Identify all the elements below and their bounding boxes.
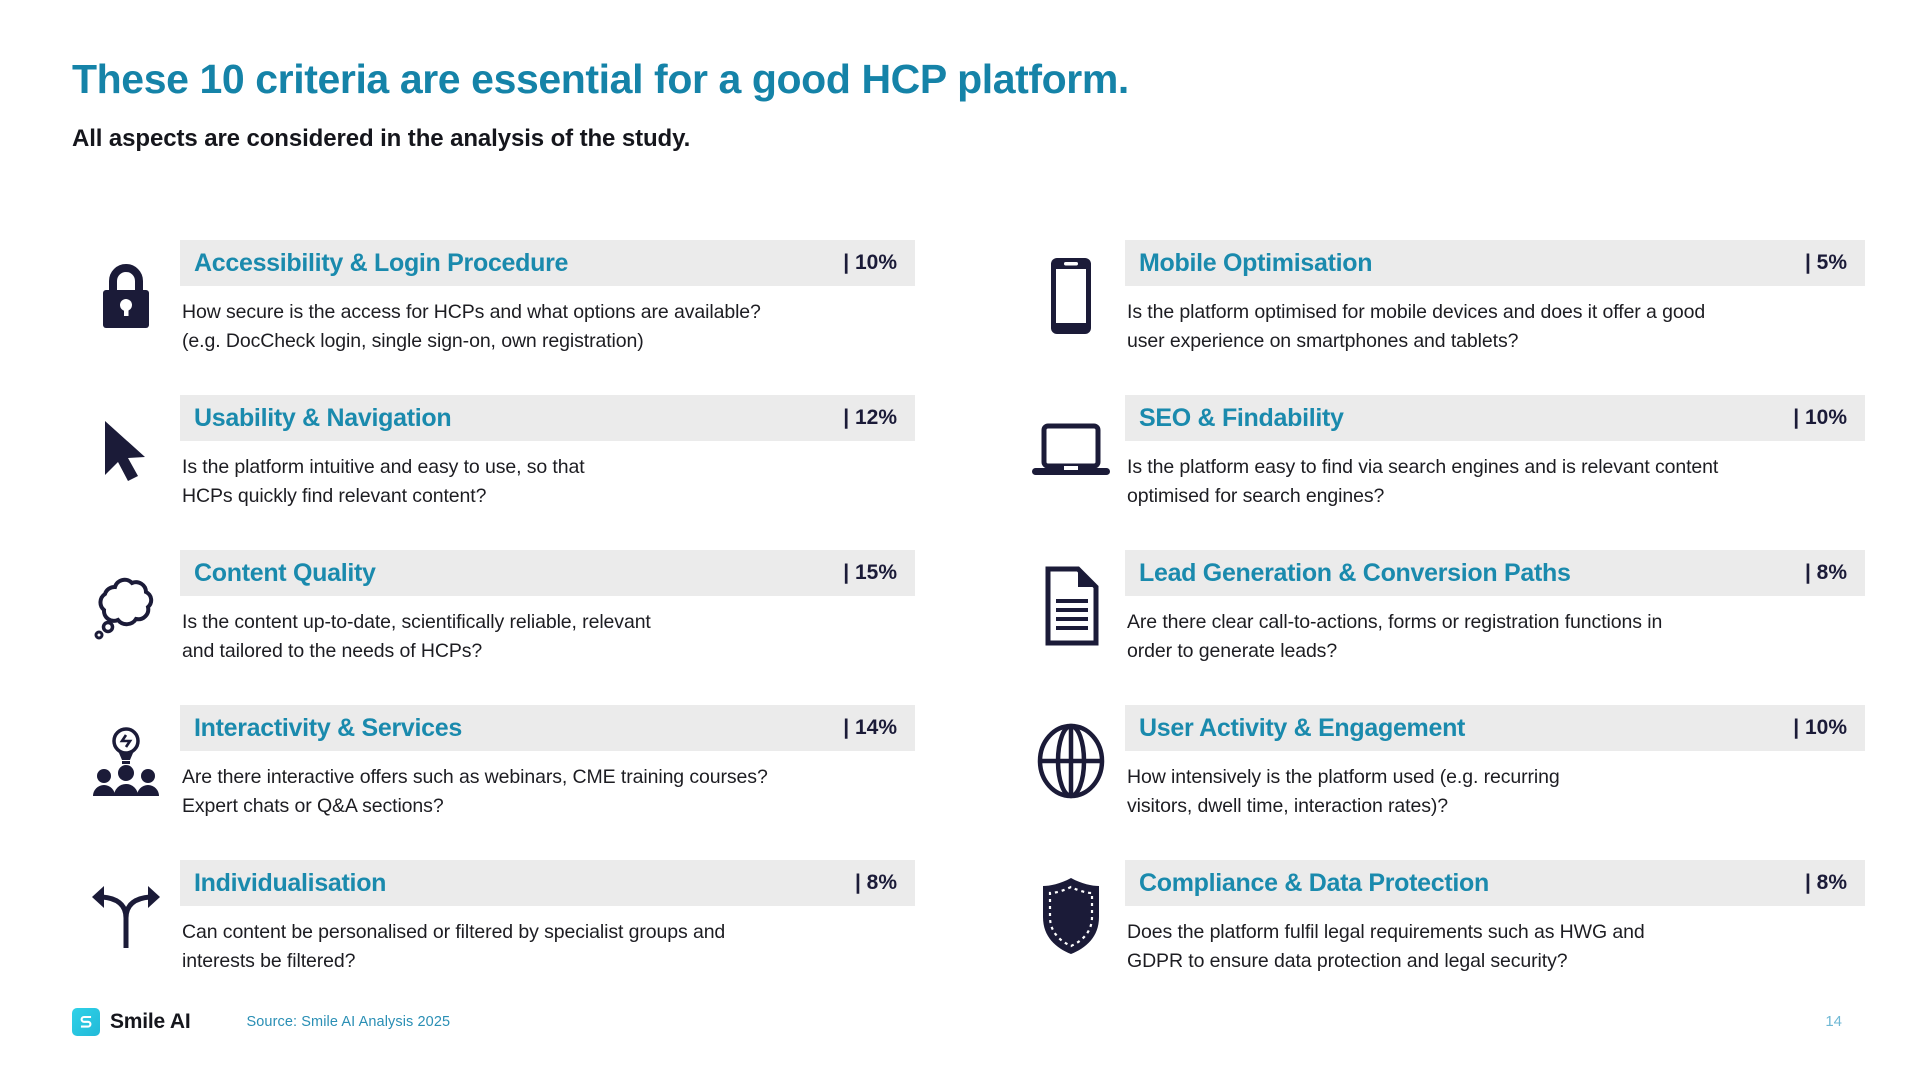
source-note: Source: Smile AI Analysis 2025	[246, 1014, 451, 1030]
cursor-arrow-icon	[72, 393, 180, 501]
page-subtitle: All aspects are considered in the analys…	[72, 125, 691, 153]
criterion-header-band: Compliance & Data Protection | 8%	[1125, 860, 1865, 906]
criterion-item: Individualisation | 8% Can content be pe…	[72, 858, 917, 1013]
criterion-body: Individualisation | 8% Can content be pe…	[180, 858, 917, 977]
criterion-header-band: Mobile Optimisation | 5%	[1125, 240, 1865, 286]
criterion-item: User Activity & Engagement | 10% How int…	[1017, 703, 1865, 858]
criterion-body: Mobile Optimisation | 5% Is the platform…	[1125, 238, 1865, 357]
branching-arrows-icon	[72, 858, 180, 966]
criterion-title: Individualisation	[194, 868, 387, 897]
criterion-description: How intensively is the platform used (e.…	[1127, 766, 1560, 818]
criterion-item: Lead Generation & Conversion Paths | 8% …	[1017, 548, 1865, 703]
criterion-weight: | 10%	[1793, 716, 1847, 739]
slide-footer: Smile AI Source: Smile AI Analysis 2025	[72, 1008, 450, 1036]
brand-logo: Smile AI	[72, 1008, 191, 1036]
lightbulb-people-icon	[72, 703, 180, 811]
criterion-header-band: Content Quality | 15%	[180, 550, 915, 596]
criterion-weight: | 8%	[1804, 561, 1847, 584]
criterion-description: Can content be personalised or filtered …	[182, 921, 726, 973]
page-title: These 10 criteria are essential for a go…	[72, 56, 1129, 102]
criterion-title: User Activity & Engagement	[1139, 713, 1466, 742]
criterion-weight: | 10%	[843, 251, 897, 274]
criterion-description: Does the platform fulfil legal requireme…	[1127, 921, 1645, 973]
criterion-title: SEO & Findability	[1139, 403, 1344, 432]
shield-icon	[1017, 858, 1125, 966]
criterion-title: Accessibility & Login Procedure	[194, 248, 569, 277]
criterion-weight: | 5%	[1804, 251, 1847, 274]
criterion-description: Is the platform easy to find via search …	[1127, 456, 1719, 508]
criterion-description: Are there clear call-to-actions, forms o…	[1127, 611, 1663, 663]
criterion-weight: | 10%	[1793, 406, 1847, 429]
criterion-item: Usability & Navigation | 12% Is the plat…	[72, 393, 917, 548]
criterion-header-band: Usability & Navigation | 12%	[180, 395, 915, 441]
thought-bubble-icon	[72, 548, 180, 656]
criterion-body: Lead Generation & Conversion Paths | 8% …	[1125, 548, 1865, 667]
criterion-title: Content Quality	[194, 558, 376, 587]
criterion-description: Is the platform optimised for mobile dev…	[1127, 301, 1706, 353]
criterion-weight: | 12%	[843, 406, 897, 429]
laptop-icon	[1017, 393, 1125, 501]
criterion-body: Usability & Navigation | 12% Is the plat…	[180, 393, 917, 512]
criterion-weight: | 14%	[843, 716, 897, 739]
criteria-column-right: Mobile Optimisation | 5% Is the platform…	[1017, 238, 1865, 1013]
brand-name: Smile AI	[110, 1010, 191, 1033]
page-number: 14	[1825, 1013, 1842, 1030]
criterion-description: How secure is the access for HCPs and wh…	[182, 301, 761, 353]
slide-header: These 10 criteria are essential for a go…	[72, 56, 1832, 153]
criterion-header-band: Individualisation | 8%	[180, 860, 915, 906]
criterion-body: Interactivity & Services | 14% Are there…	[180, 703, 917, 822]
criterion-title: Lead Generation & Conversion Paths	[1139, 558, 1571, 587]
smartphone-icon	[1017, 238, 1125, 346]
criterion-item: Interactivity & Services | 14% Are there…	[72, 703, 917, 858]
criterion-title: Compliance & Data Protection	[1139, 868, 1489, 897]
criterion-item: Compliance & Data Protection | 8% Does t…	[1017, 858, 1865, 1013]
criterion-item: SEO & Findability | 10% Is the platform …	[1017, 393, 1865, 548]
criteria-grid: Accessibility & Login Procedure | 10% Ho…	[72, 238, 1865, 1013]
criterion-description: Are there interactive offers such as web…	[182, 766, 768, 818]
criterion-header-band: Accessibility & Login Procedure | 10%	[180, 240, 915, 286]
criterion-description: Is the content up-to-date, scientificall…	[182, 611, 651, 663]
criterion-weight: | 8%	[854, 871, 897, 894]
criterion-title: Interactivity & Services	[194, 713, 462, 742]
criterion-header-band: User Activity & Engagement | 10%	[1125, 705, 1865, 751]
document-icon	[1017, 548, 1125, 656]
criterion-body: User Activity & Engagement | 10% How int…	[1125, 703, 1865, 822]
criterion-body: Compliance & Data Protection | 8% Does t…	[1125, 858, 1865, 977]
criterion-body: SEO & Findability | 10% Is the platform …	[1125, 393, 1865, 512]
criterion-title: Mobile Optimisation	[1139, 248, 1373, 277]
criteria-column-left: Accessibility & Login Procedure | 10% Ho…	[72, 238, 917, 1013]
criterion-body: Accessibility & Login Procedure | 10% Ho…	[180, 238, 917, 357]
criterion-header-band: SEO & Findability | 10%	[1125, 395, 1865, 441]
criterion-weight: | 15%	[843, 561, 897, 584]
criterion-header-band: Interactivity & Services | 14%	[180, 705, 915, 751]
criterion-item: Accessibility & Login Procedure | 10% Ho…	[72, 238, 917, 393]
criterion-body: Content Quality | 15% Is the content up-…	[180, 548, 917, 667]
criterion-weight: | 8%	[1804, 871, 1847, 894]
criterion-item: Content Quality | 15% Is the content up-…	[72, 548, 917, 703]
smile-ai-logo-icon	[72, 1008, 100, 1036]
criterion-header-band: Lead Generation & Conversion Paths | 8%	[1125, 550, 1865, 596]
criterion-item: Mobile Optimisation | 5% Is the platform…	[1017, 238, 1865, 393]
criterion-title: Usability & Navigation	[194, 403, 452, 432]
padlock-icon	[72, 238, 180, 346]
globe-icon	[1017, 703, 1125, 811]
criterion-description: Is the platform intuitive and easy to us…	[182, 456, 585, 508]
